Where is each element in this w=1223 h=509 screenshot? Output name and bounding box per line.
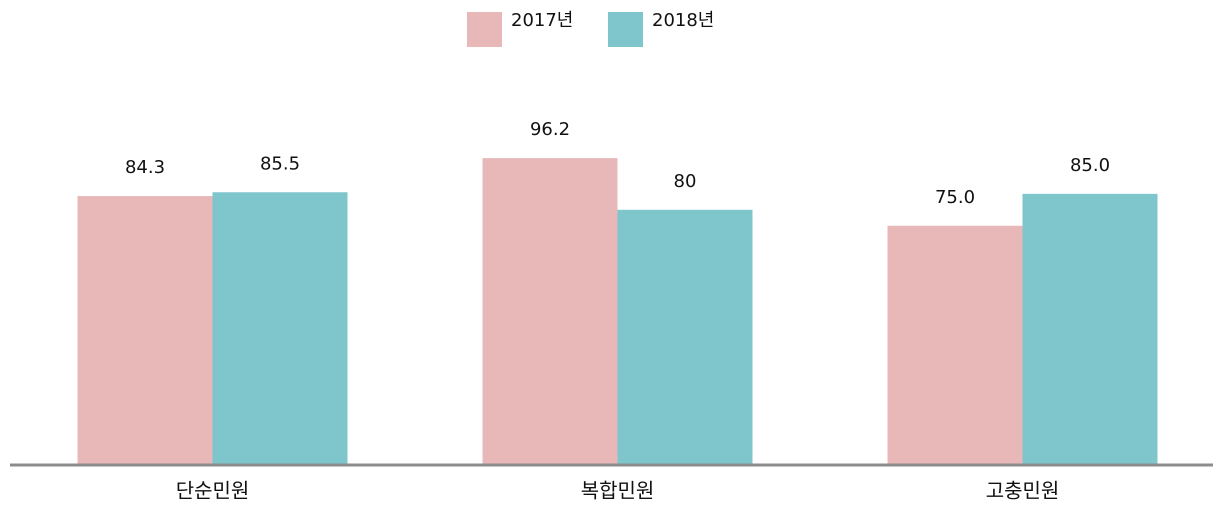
x-tick-label: 단순민원 [176,479,250,503]
x-tick-label: 고충민원 [986,479,1060,503]
legend-swatch [608,12,643,47]
value-label: 85.5 [260,153,300,174]
value-label: 84.3 [125,157,165,178]
bar [212,192,348,465]
bar [77,196,213,465]
legend-swatch [467,12,502,47]
legend-label: 2018년 [652,10,714,31]
value-label: 85.0 [1070,155,1110,176]
value-label: 96.2 [530,119,570,140]
bar [482,158,618,465]
bar [887,225,1023,465]
bar [1022,193,1158,465]
bar [617,209,753,465]
value-label: 75.0 [935,187,975,208]
x-tick-label: 복합민원 [581,479,655,503]
legend-label: 2017년 [511,10,573,31]
value-label: 80 [674,171,697,192]
